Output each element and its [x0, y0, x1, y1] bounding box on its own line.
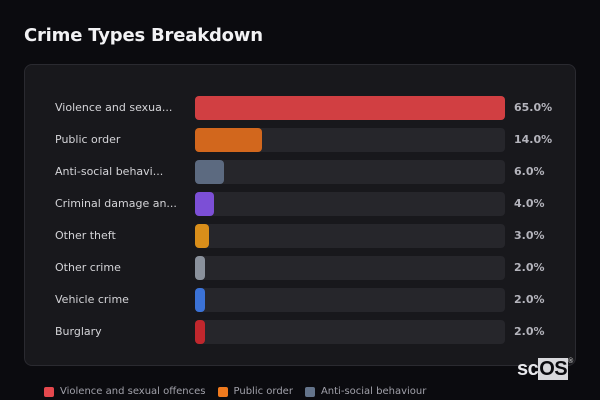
bar-value: 2.0%	[514, 325, 545, 338]
bar-label: Violence and sexua...	[55, 101, 173, 114]
bar-row: Anti-social behavi... 6.0%	[25, 160, 575, 184]
chart-legend: Violence and sexual offences Public order…	[44, 386, 426, 397]
bar-fill	[195, 288, 205, 312]
bar-label: Other theft	[55, 229, 116, 242]
chart-title: Crime Types Breakdown	[24, 25, 263, 46]
bar-row: Burglary 2.0%	[25, 320, 575, 344]
bar-label: Anti-social behavi...	[55, 165, 164, 178]
legend-swatch	[44, 386, 54, 397]
bar-fill	[195, 128, 262, 152]
legend-item[interactable]: Violence and sexual offences	[44, 386, 206, 397]
bar-row: Other theft 3.0%	[25, 224, 575, 248]
legend-label: Anti-social behaviour	[320, 386, 427, 397]
legend-item[interactable]: Anti-social behaviour	[304, 386, 427, 397]
bar-label: Other crime	[55, 261, 121, 274]
legend-label: Public order	[233, 386, 293, 397]
registered-mark: ®	[568, 358, 573, 365]
bar-value: 14.0%	[514, 133, 553, 146]
bar-fill	[195, 320, 205, 344]
bar-label: Public order	[55, 133, 121, 146]
legend-item[interactable]: Public order	[217, 386, 293, 397]
legend-label: Violence and sexual offences	[60, 386, 206, 397]
bar-fill	[195, 224, 210, 248]
bar-track	[195, 320, 505, 344]
bar-label: Vehicle crime	[55, 293, 129, 306]
bar-track	[195, 224, 505, 248]
logo-text-sc: sc	[517, 358, 539, 380]
bar-value: 2.0%	[514, 293, 545, 306]
bar-value: 65.0%	[514, 101, 553, 114]
bar-row: Violence and sexua... 65.0%	[25, 96, 575, 120]
bar-fill	[195, 160, 224, 184]
bar-row: Other crime 2.0%	[25, 256, 575, 280]
bar-track	[195, 96, 505, 120]
bar-value: 3.0%	[514, 229, 545, 242]
chart-card: Violence and sexua... 65.0% Public order 14…	[24, 64, 576, 366]
bar-value: 4.0%	[514, 197, 545, 210]
bar-track	[195, 128, 505, 152]
logo-text-os: OS	[538, 358, 569, 380]
bar-track	[195, 160, 505, 184]
bar-track	[195, 288, 505, 312]
bar-label: Burglary	[55, 325, 102, 338]
bar-fill	[195, 192, 215, 216]
legend-swatch	[217, 386, 228, 397]
bar-fill	[195, 256, 205, 280]
bar-row: Public order 14.0%	[25, 128, 575, 152]
bar-row: Criminal damage an... 4.0%	[25, 192, 575, 216]
scos-logo: scOS®	[517, 358, 573, 381]
legend-swatch	[304, 386, 315, 397]
bar-value: 6.0%	[514, 165, 545, 178]
bar-track	[195, 256, 505, 280]
bar-label: Criminal damage an...	[55, 197, 177, 210]
bar-track	[195, 192, 505, 216]
bar-fill	[195, 96, 505, 120]
bar-row: Vehicle crime 2.0%	[25, 288, 575, 312]
bar-value: 2.0%	[514, 261, 545, 274]
